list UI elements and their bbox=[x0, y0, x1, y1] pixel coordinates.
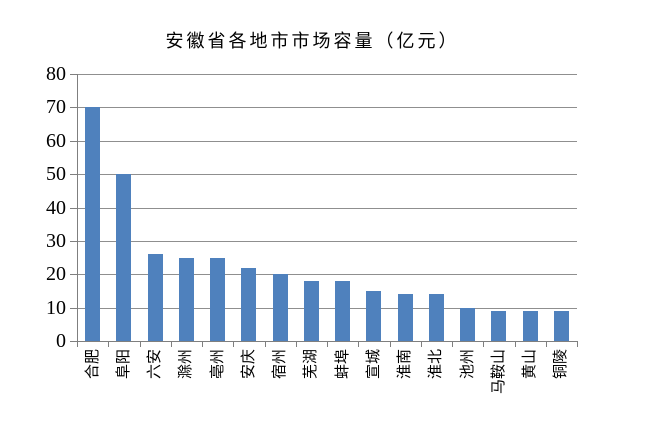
y-tick-mark bbox=[70, 107, 77, 109]
gridline bbox=[77, 274, 577, 276]
gridline bbox=[77, 140, 577, 142]
bar bbox=[241, 267, 257, 341]
gridline bbox=[77, 307, 577, 309]
y-tick-label: 40 bbox=[46, 196, 66, 219]
gridline bbox=[77, 174, 577, 176]
y-tick-label: 60 bbox=[46, 129, 66, 152]
y-tick-label: 70 bbox=[46, 96, 66, 119]
bar bbox=[303, 280, 319, 341]
x-tick-label-text: 合肥 bbox=[84, 349, 101, 380]
x-tick-mark bbox=[389, 341, 391, 347]
bar bbox=[366, 290, 382, 341]
gridline bbox=[77, 240, 577, 242]
bar bbox=[272, 274, 288, 341]
x-tick-mark bbox=[233, 341, 235, 347]
bar bbox=[491, 310, 507, 341]
x-tick-label-text: 蚌埠 bbox=[334, 349, 351, 380]
plot-area bbox=[77, 74, 577, 341]
x-tick-mark bbox=[170, 341, 172, 347]
y-tick-label: 20 bbox=[46, 263, 66, 286]
x-tick-label-text: 黄山 bbox=[522, 349, 539, 380]
y-tick-label: 80 bbox=[46, 63, 66, 85]
y-tick-label: 30 bbox=[46, 229, 66, 252]
x-tick-label-text: 阜阳 bbox=[115, 349, 132, 380]
x-tick-label-text: 池州 bbox=[459, 349, 476, 380]
x-tick-mark bbox=[264, 341, 266, 347]
y-tick-label: 10 bbox=[46, 296, 66, 319]
x-tick-mark bbox=[452, 341, 453, 347]
gridline bbox=[77, 207, 577, 209]
x-tick-label-text: 马鞍山 bbox=[490, 349, 507, 395]
bar bbox=[210, 257, 226, 341]
x-tick-mark bbox=[202, 341, 203, 347]
bar bbox=[397, 294, 413, 341]
x-tick-label-text: 亳州 bbox=[209, 349, 226, 380]
x-tick-mark bbox=[139, 341, 141, 347]
bar bbox=[522, 310, 538, 341]
x-tick-mark bbox=[295, 341, 297, 347]
x-tick-label-text: 六安 bbox=[147, 349, 164, 380]
x-tick-mark bbox=[577, 341, 578, 347]
y-tick-mark bbox=[70, 274, 77, 276]
x-tick-label-text: 宿州 bbox=[272, 349, 289, 380]
y-axis-line bbox=[77, 74, 78, 342]
y-tick-mark bbox=[70, 74, 77, 75]
x-tick-label-text: 铜陵 bbox=[553, 349, 570, 380]
bar bbox=[335, 280, 351, 341]
x-tick-label-text: 滁州 bbox=[178, 349, 195, 380]
bar bbox=[147, 254, 163, 341]
x-tick-mark bbox=[77, 341, 78, 347]
bar bbox=[553, 310, 569, 341]
bar bbox=[460, 307, 476, 341]
y-tick-mark bbox=[70, 140, 77, 142]
y-tick-mark bbox=[70, 174, 77, 176]
x-tick-mark bbox=[108, 341, 110, 347]
chart-title: 安徽省各地市市场容量（亿元） bbox=[165, 31, 460, 51]
bar bbox=[116, 174, 132, 341]
gridline bbox=[77, 74, 577, 75]
y-tick-mark bbox=[70, 240, 77, 242]
gridline bbox=[77, 107, 577, 109]
x-axis-line bbox=[77, 341, 577, 342]
bar bbox=[85, 107, 101, 341]
y-tick-label: 50 bbox=[46, 163, 66, 186]
x-tick-mark bbox=[514, 341, 516, 347]
bar bbox=[178, 257, 194, 341]
x-tick-mark bbox=[358, 341, 360, 347]
x-tick-mark bbox=[420, 341, 422, 347]
y-tick-mark bbox=[70, 341, 77, 342]
y-tick-mark bbox=[70, 307, 77, 309]
x-tick-label-text: 宣城 bbox=[365, 349, 382, 380]
x-tick-mark bbox=[327, 341, 328, 347]
y-tick-mark bbox=[70, 207, 77, 209]
x-tick-mark bbox=[483, 341, 485, 347]
bar bbox=[428, 294, 444, 341]
x-tick-label-text: 安庆 bbox=[240, 349, 257, 380]
x-tick-label-text: 淮南 bbox=[397, 349, 414, 380]
y-tick-label: 0 bbox=[56, 330, 66, 352]
x-tick-label-text: 芜湖 bbox=[303, 349, 320, 380]
x-tick-label-text: 淮北 bbox=[428, 349, 445, 380]
x-tick-mark bbox=[545, 341, 547, 347]
